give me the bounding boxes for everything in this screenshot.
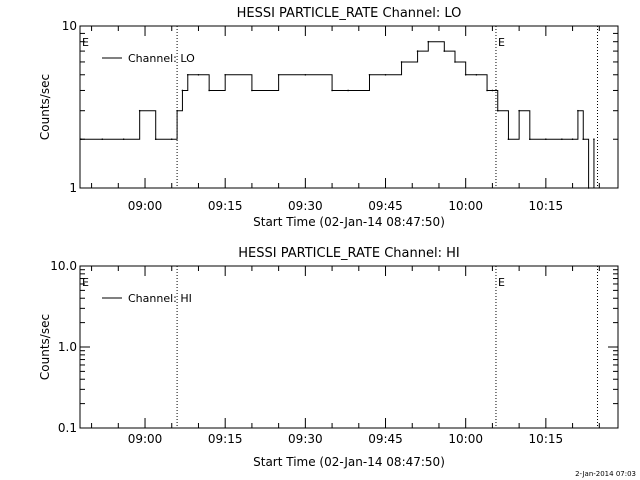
panel1-x-tick-label: 09:30 [288,199,323,213]
panel1-data-point [251,89,253,92]
panel1-data-point [170,138,173,141]
panel2-e-marker: E [82,276,89,289]
panel2-y-axis-label: Counts/sec [38,314,52,380]
panel1-y-tick-label: 1 [69,181,77,195]
panel1-data-point [529,138,531,141]
panel1-data-point [154,138,157,141]
panel1-data-point [582,138,585,141]
panel1-e-marker: E [498,36,505,49]
panel1-x-tick-label: 09:15 [208,199,243,213]
panel1-data-point [464,73,467,76]
panel1-y-axis-label: Counts/sec [38,74,52,140]
panel2-x-axis-label: Start Time (02-Jan-14 08:47:50) [253,455,445,469]
panel2-chart-title: HESSI PARTICLE_RATE Channel: HI [238,246,459,261]
panel1-data-point [443,50,446,52]
panel1-x-tick-label: 09:45 [368,199,403,213]
panel2-legend-label: Channel: HI [128,292,192,305]
panel1-data-point [518,109,520,112]
panel1-data-point [416,50,419,52]
panel1-data-point [571,138,574,141]
panel1-data-point [197,73,200,76]
panel1-data-point [507,138,510,141]
panel1-data-point [186,73,189,76]
panel1-data-point [400,61,403,63]
panel1-data-point [80,138,82,141]
panel1-data-point [347,89,349,92]
panel2-x-tick-label: 09:15 [208,432,243,446]
panel1-data-point [368,73,371,76]
panel2-plot-frame [79,265,619,429]
panel1-x-tick-label: 10:15 [529,199,564,213]
panel1-data-point [181,89,184,92]
panel1-data-point [122,138,125,141]
panel1-data-point [138,109,141,112]
panel1-x-tick-label: 09:00 [128,199,163,213]
panel1-data-point [304,73,307,76]
panel2-y-tick-label: 1.0 [58,340,77,354]
panel1-data-point [593,138,595,141]
panel2-x-tick-label: 09:45 [368,432,403,446]
panel1-data-point [384,73,387,76]
panel2-x-tick-label: 09:00 [128,432,163,446]
panel1-data-point [496,109,499,112]
panel1-data-point [101,138,104,141]
panel1-data-point [587,187,590,189]
panel1-data-point [331,89,333,92]
panel2-y-tick-label: 0.1 [58,421,77,435]
panel1-data-point [577,109,579,112]
panel1-series-line [80,41,595,189]
panel1-plot-frame [79,25,619,189]
panel1-data-point [277,73,280,76]
panel1-x-axis-label: Start Time (02-Jan-14 08:47:50) [253,215,445,229]
panel1-data-point [208,89,210,92]
panel1-chart-title: HESSI PARTICLE_RATE Channel: LO [237,6,462,21]
panel2-e-marker: E [498,276,505,289]
panel1-y-tick-label: 10 [62,19,77,33]
panel1-data-point [561,138,563,141]
panel1-data-point [491,89,494,92]
panel1-e-marker: E [82,36,89,49]
panel1-data-point [486,89,488,92]
panel2-x-tick-label: 10:15 [529,432,564,446]
panel1-data-point [454,61,456,63]
panel1-data-point [475,73,478,76]
panel2-y-tick-label: 10.0 [50,259,77,273]
panel1-data-point [176,109,178,112]
footer-timestamp: 2-Jan-2014 07:03 [575,470,636,478]
panel1-x-tick-label: 10:00 [448,199,483,213]
panel1-data-point [545,138,547,141]
panel1-data-point [224,73,226,76]
panel2-x-tick-label: 10:00 [448,432,483,446]
panel2-x-tick-label: 09:30 [288,432,323,446]
panel1-legend-label: Channel: LO [128,52,195,65]
panel1-data-point [427,40,430,43]
